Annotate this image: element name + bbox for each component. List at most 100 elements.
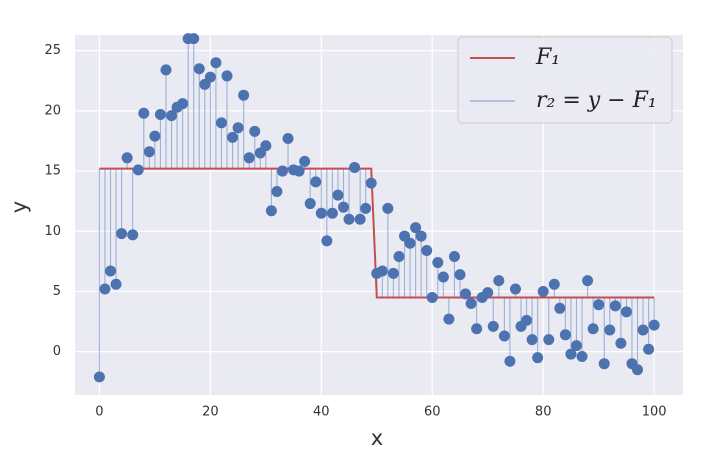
point <box>415 230 427 242</box>
point <box>166 110 178 122</box>
point <box>604 324 616 336</box>
point <box>632 364 644 376</box>
point <box>437 271 449 283</box>
point <box>554 302 566 314</box>
point <box>643 343 655 355</box>
point <box>210 57 222 69</box>
point <box>360 202 372 214</box>
point <box>293 165 305 177</box>
legend: F₁ r₂ = y − F₁ <box>457 36 673 124</box>
point <box>593 299 605 311</box>
point <box>543 334 555 346</box>
point <box>404 237 416 249</box>
point <box>127 229 139 241</box>
point <box>493 275 505 287</box>
x-tick-label: 0 <box>95 405 103 420</box>
point <box>521 314 533 326</box>
point <box>93 371 105 383</box>
point <box>620 306 632 318</box>
point <box>537 285 549 297</box>
point <box>448 251 460 263</box>
point <box>160 64 172 76</box>
x-tick-label: 80 <box>535 405 552 420</box>
point <box>105 265 117 277</box>
point <box>132 164 144 176</box>
point <box>143 146 155 158</box>
point <box>432 257 444 269</box>
point <box>637 324 649 336</box>
point <box>482 287 494 299</box>
point <box>443 313 455 325</box>
point <box>232 122 244 134</box>
point <box>376 265 388 277</box>
point <box>154 108 166 120</box>
point <box>615 337 627 349</box>
point <box>465 297 477 309</box>
point <box>582 275 594 287</box>
marks <box>93 33 660 383</box>
point <box>243 152 255 164</box>
point <box>559 329 571 341</box>
point <box>598 358 610 370</box>
point <box>188 33 200 45</box>
point <box>498 330 510 342</box>
point <box>249 125 261 137</box>
point <box>116 228 128 240</box>
x-tick-label: 100 <box>642 405 667 420</box>
point <box>326 207 338 219</box>
point <box>227 131 239 143</box>
point <box>365 177 377 189</box>
point <box>454 269 466 281</box>
point <box>354 213 366 225</box>
point <box>204 71 216 83</box>
point <box>337 201 349 213</box>
point <box>304 198 316 210</box>
x-axis-label: x <box>371 426 383 450</box>
point <box>265 205 277 217</box>
point <box>570 340 582 352</box>
point <box>271 186 283 198</box>
point <box>548 278 560 290</box>
x-tick-label: 20 <box>202 405 219 420</box>
point <box>282 133 294 145</box>
point <box>110 278 122 290</box>
y-tick-label: 20 <box>44 103 61 118</box>
point <box>576 350 588 362</box>
point <box>193 63 205 75</box>
y-tick-label: 10 <box>44 224 61 239</box>
point <box>332 189 344 201</box>
point <box>121 152 133 164</box>
x-tick-label: 40 <box>313 405 330 420</box>
point <box>349 161 361 173</box>
legend-label: F₁ <box>535 45 560 70</box>
point <box>99 283 111 295</box>
point <box>471 323 483 335</box>
x-tick-label: 60 <box>424 405 441 420</box>
point <box>238 89 250 101</box>
point <box>526 334 538 346</box>
point <box>321 235 333 247</box>
point <box>276 165 288 177</box>
point <box>460 288 472 300</box>
y-tick-label: 15 <box>44 164 61 179</box>
point <box>215 117 227 129</box>
point <box>532 352 544 364</box>
point <box>387 267 399 279</box>
point <box>382 202 394 214</box>
point <box>310 176 322 188</box>
point <box>260 140 272 152</box>
point <box>421 245 433 257</box>
point <box>221 70 233 82</box>
f1-line <box>99 167 655 299</box>
point <box>393 251 405 263</box>
point <box>410 222 422 234</box>
point <box>504 355 516 367</box>
point <box>565 348 577 360</box>
point <box>177 98 189 110</box>
point <box>299 155 311 167</box>
y-tick-label: 0 <box>53 344 61 359</box>
y-tick-label: 5 <box>53 284 61 299</box>
legend-label: r₂ = y − F₁ <box>536 88 657 113</box>
point <box>509 283 521 295</box>
